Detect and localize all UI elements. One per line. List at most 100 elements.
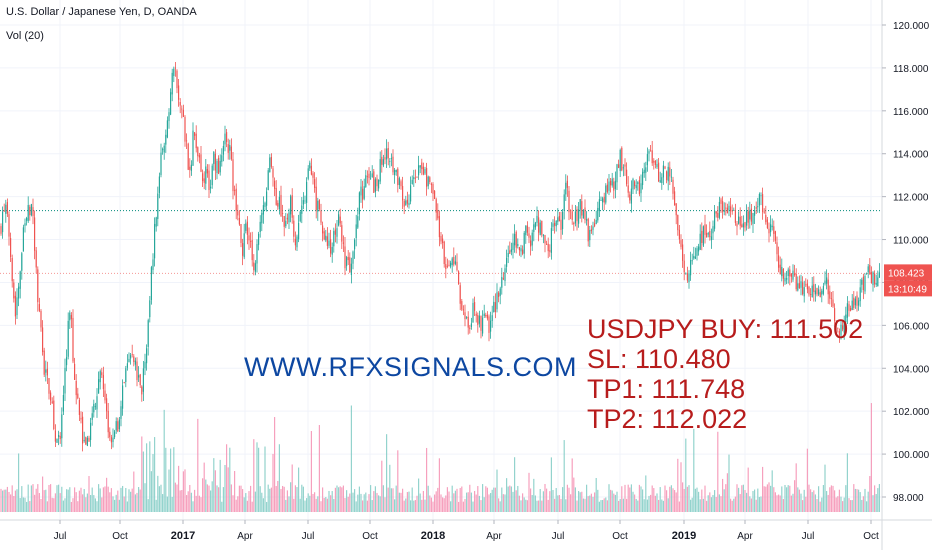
volume-bar bbox=[101, 497, 103, 512]
candle-body bbox=[240, 224, 242, 243]
volume-bar bbox=[579, 492, 581, 512]
volume-bar bbox=[763, 486, 765, 512]
candle-body bbox=[736, 223, 738, 227]
candle-body bbox=[206, 168, 208, 174]
candle-body bbox=[861, 279, 863, 285]
candle-body bbox=[179, 102, 181, 106]
signal-tp1: TP1: 111.748 bbox=[587, 374, 746, 404]
volume-bar bbox=[645, 475, 647, 512]
volume-bar bbox=[451, 485, 453, 512]
volume-bar bbox=[685, 438, 687, 512]
candle-body bbox=[45, 369, 47, 373]
candle-body bbox=[739, 216, 741, 226]
volume-bar bbox=[552, 490, 554, 512]
candle-body bbox=[21, 253, 23, 271]
candle-body bbox=[123, 382, 125, 384]
price-axis[interactable]: 98.000100.000102.000104.000106.000108.00… bbox=[881, 0, 930, 550]
volume-bar bbox=[122, 485, 124, 512]
symbol-title[interactable]: U.S. Dollar / Japanese Yen, D, OANDA bbox=[6, 6, 197, 18]
volume-bar bbox=[29, 501, 31, 512]
candle-body bbox=[291, 195, 293, 218]
signal-stop-loss: SL: 110.480 bbox=[587, 344, 731, 374]
candle-body bbox=[253, 262, 255, 271]
candle-body bbox=[691, 260, 693, 262]
candle-body bbox=[414, 177, 416, 179]
volume-bar bbox=[578, 491, 580, 512]
volume-bar bbox=[61, 486, 63, 512]
candle-body bbox=[435, 199, 437, 213]
candle-body bbox=[270, 157, 272, 167]
volume-bar bbox=[320, 501, 322, 512]
volume-bar bbox=[557, 495, 559, 512]
volume-bar bbox=[734, 496, 736, 512]
candle-body bbox=[246, 221, 248, 235]
candle-body bbox=[640, 183, 642, 194]
candle-body bbox=[379, 159, 381, 182]
volume-bar bbox=[216, 485, 218, 512]
candle-body bbox=[259, 221, 261, 232]
candle-body bbox=[678, 229, 680, 240]
candle-body bbox=[272, 168, 274, 178]
volume-bar bbox=[411, 487, 413, 512]
volume-bar bbox=[690, 499, 692, 512]
candle-body bbox=[2, 211, 4, 233]
price-tick-label: 120.000 bbox=[893, 21, 930, 32]
candle-body bbox=[85, 437, 87, 445]
candle-body bbox=[278, 196, 280, 210]
candle-body bbox=[109, 431, 111, 438]
candle-body bbox=[843, 321, 845, 333]
volume-bar bbox=[131, 488, 133, 512]
candle-body bbox=[363, 186, 365, 199]
candle-body bbox=[726, 207, 728, 214]
volume-bar bbox=[864, 488, 866, 512]
candle-body bbox=[325, 235, 327, 241]
candle-body bbox=[683, 260, 685, 273]
candle-body bbox=[98, 379, 100, 394]
candle-body bbox=[59, 435, 61, 440]
time-axis[interactable]: Jul Oct 2017 Apr Jul Oct 2018 Apr Jul Oct 2019 Apr J… bbox=[0, 519, 932, 542]
candle-body bbox=[598, 199, 600, 212]
volume-bar bbox=[205, 479, 207, 512]
volume-bar bbox=[48, 484, 50, 512]
volume-bar bbox=[438, 458, 440, 512]
candle-body bbox=[40, 310, 42, 328]
candle-body bbox=[299, 211, 301, 222]
candle-body bbox=[390, 158, 392, 159]
candle-body bbox=[258, 233, 260, 245]
candle-body bbox=[8, 214, 10, 237]
volume-bar bbox=[626, 498, 628, 512]
candle-body bbox=[875, 282, 877, 285]
candle-body bbox=[611, 178, 613, 186]
volume-bar bbox=[224, 464, 226, 512]
volume-bar bbox=[686, 486, 688, 512]
volume-bar bbox=[378, 495, 380, 512]
candle-body bbox=[27, 205, 29, 222]
volume-bar bbox=[459, 487, 461, 512]
volume-bar bbox=[821, 497, 823, 512]
volume-bar bbox=[669, 486, 671, 512]
candle-body bbox=[242, 243, 244, 256]
volume-bar bbox=[533, 478, 535, 512]
volume-legend[interactable]: Vol (20) bbox=[6, 30, 44, 42]
candle-body bbox=[70, 315, 72, 320]
candle-body bbox=[38, 304, 40, 311]
candle-body bbox=[261, 213, 263, 224]
volume-bar bbox=[157, 475, 159, 512]
candle-body bbox=[538, 217, 540, 233]
volume-bar bbox=[166, 496, 168, 512]
candle-body bbox=[714, 210, 716, 229]
candle-body bbox=[419, 165, 421, 168]
volume-bar bbox=[395, 485, 397, 512]
candle-body bbox=[397, 168, 399, 186]
candle-body bbox=[778, 255, 780, 268]
volume-bar bbox=[328, 490, 330, 512]
candle-body bbox=[251, 239, 253, 261]
volume-bar bbox=[702, 498, 704, 512]
candle-body bbox=[571, 211, 573, 220]
volume-bar bbox=[382, 485, 384, 512]
volume-bar bbox=[102, 487, 104, 512]
volume-bar bbox=[656, 493, 658, 512]
candle-body bbox=[864, 275, 866, 292]
candle-body bbox=[13, 282, 15, 299]
